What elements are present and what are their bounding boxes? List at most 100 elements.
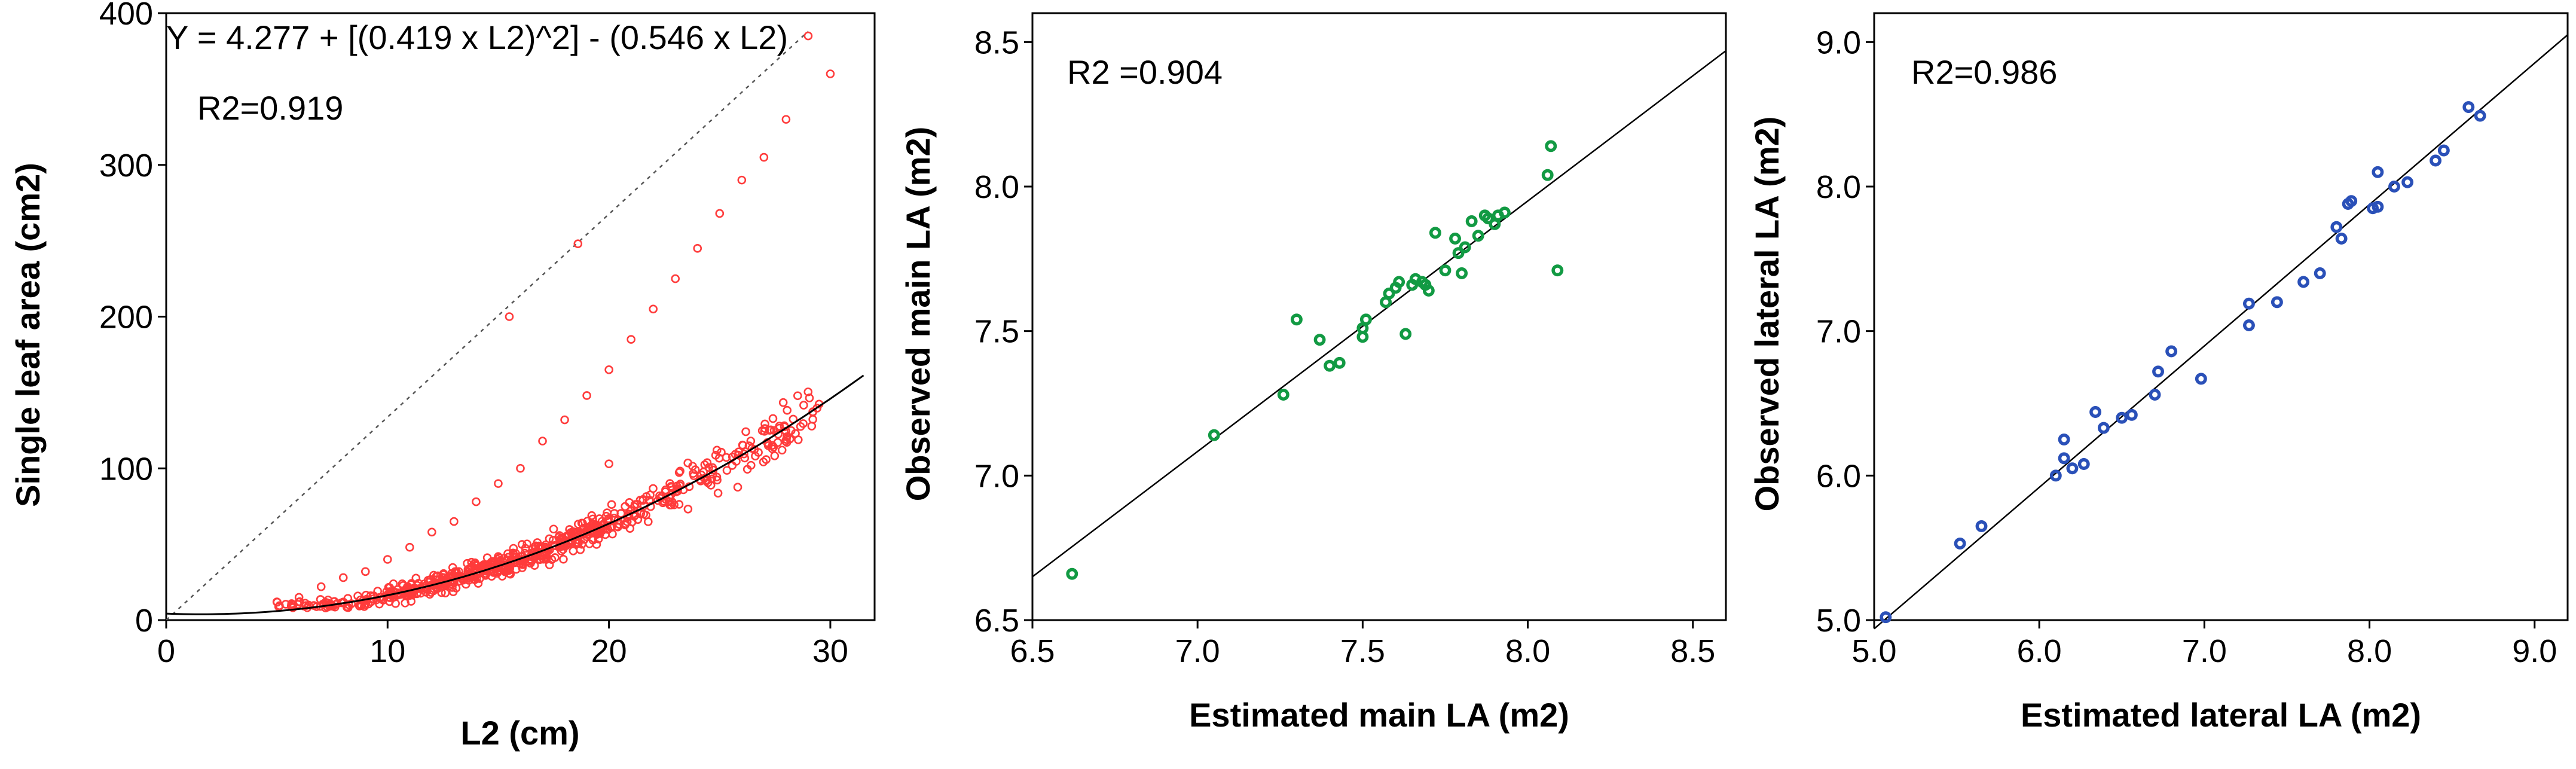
data-point [1429, 227, 1441, 239]
data-point [2372, 166, 2384, 178]
data-point [612, 522, 622, 531]
data-point [741, 427, 750, 437]
data-point [713, 489, 723, 498]
x-tick-label: 8.5 [1670, 633, 1715, 669]
x-tick-label: 0 [157, 633, 175, 669]
data-point [2372, 200, 2384, 213]
data-point [516, 463, 525, 473]
data-point [454, 567, 463, 576]
data-point [316, 582, 326, 591]
x-axis-title: Estimated main LA (m2) [1189, 696, 1569, 734]
data-point [683, 504, 693, 514]
data-point [574, 520, 583, 529]
data-point [541, 542, 550, 552]
x-tick-label: 7.0 [1175, 633, 1220, 669]
data-point [549, 524, 558, 534]
data-point [763, 441, 773, 450]
data-point [649, 304, 658, 314]
data-point [448, 587, 458, 596]
data-point [559, 554, 568, 564]
data-point [1459, 241, 1471, 254]
r2-annotation: R2=0.986 [1911, 53, 2057, 91]
data-point [762, 455, 771, 464]
y-tick-label: 300 [99, 148, 153, 184]
data-point [665, 501, 674, 509]
data-point [768, 414, 778, 423]
data-points-layer [1880, 101, 2486, 624]
data-point [782, 438, 792, 447]
fit-equation: Y = 4.277 + [(0.419 x L2)^2] - (0.546 x … [166, 19, 788, 56]
y-tick-label: 7.5 [974, 314, 1019, 350]
data-point [713, 445, 722, 455]
data-point [754, 448, 763, 457]
data-point [2430, 154, 2441, 167]
data-point [2314, 267, 2326, 279]
fit-curve [166, 374, 864, 615]
data-point [536, 551, 545, 561]
x-axis-title: L2 (cm) [460, 714, 579, 752]
data-point [1393, 276, 1405, 288]
data-point [615, 520, 624, 529]
data-point [2243, 319, 2255, 331]
r2-annotation: R2=0.919 [197, 89, 343, 127]
data-point [1439, 264, 1452, 277]
data-point [604, 514, 613, 523]
data-point [288, 603, 298, 612]
data-point [676, 466, 685, 476]
data-point [1422, 285, 1435, 297]
data-point [538, 437, 547, 445]
data-point [357, 601, 366, 611]
data-point [385, 583, 395, 592]
data-point [1383, 287, 1395, 300]
data-point [742, 465, 752, 474]
data-point [528, 545, 537, 554]
data-point [344, 600, 353, 609]
data-point [1551, 264, 1564, 277]
data-point [2271, 296, 2283, 309]
data-point [768, 441, 777, 450]
data-point [2152, 365, 2164, 378]
x-tick-label: 5.0 [1851, 633, 1896, 669]
data-point [2437, 144, 2450, 157]
data-point [2077, 458, 2090, 470]
data-point [588, 535, 598, 545]
data-point [427, 527, 436, 537]
data-point [793, 391, 802, 401]
data-point [564, 531, 573, 541]
data-point [803, 31, 813, 41]
data-point [781, 115, 791, 124]
data-point [760, 424, 769, 433]
data-point [737, 175, 747, 185]
data-point [740, 449, 748, 459]
data-point [769, 426, 779, 435]
data-point [573, 239, 583, 249]
data-point [482, 553, 492, 562]
data-point [2243, 297, 2255, 310]
data-point [569, 547, 578, 556]
data-point [1465, 215, 1478, 227]
data-point [700, 460, 710, 469]
plot-frame [1031, 12, 1727, 621]
data-point [770, 451, 780, 460]
y-axis-title: Observed lateral LA (m2) [1748, 117, 1786, 512]
data-point [826, 69, 835, 78]
x-axis-title: Estimated lateral LA (m2) [2021, 696, 2421, 734]
x-tick-label: 9.0 [2512, 633, 2557, 669]
data-point [1545, 140, 1557, 152]
data-point [630, 502, 639, 511]
x-tick-label: 6.0 [2017, 633, 2062, 669]
x-tick-label: 7.5 [1340, 633, 1385, 669]
data-point [2195, 373, 2207, 385]
data-point [2066, 462, 2079, 475]
data-point [639, 509, 648, 519]
data-point [601, 511, 611, 521]
data-point [450, 517, 459, 526]
data-point [423, 576, 433, 585]
y-tick-label: 6.0 [1816, 458, 1861, 494]
data-point [1954, 537, 1966, 550]
data-point [625, 524, 635, 533]
data-point [1066, 567, 1078, 580]
y-tick-label: 0 [135, 603, 153, 639]
